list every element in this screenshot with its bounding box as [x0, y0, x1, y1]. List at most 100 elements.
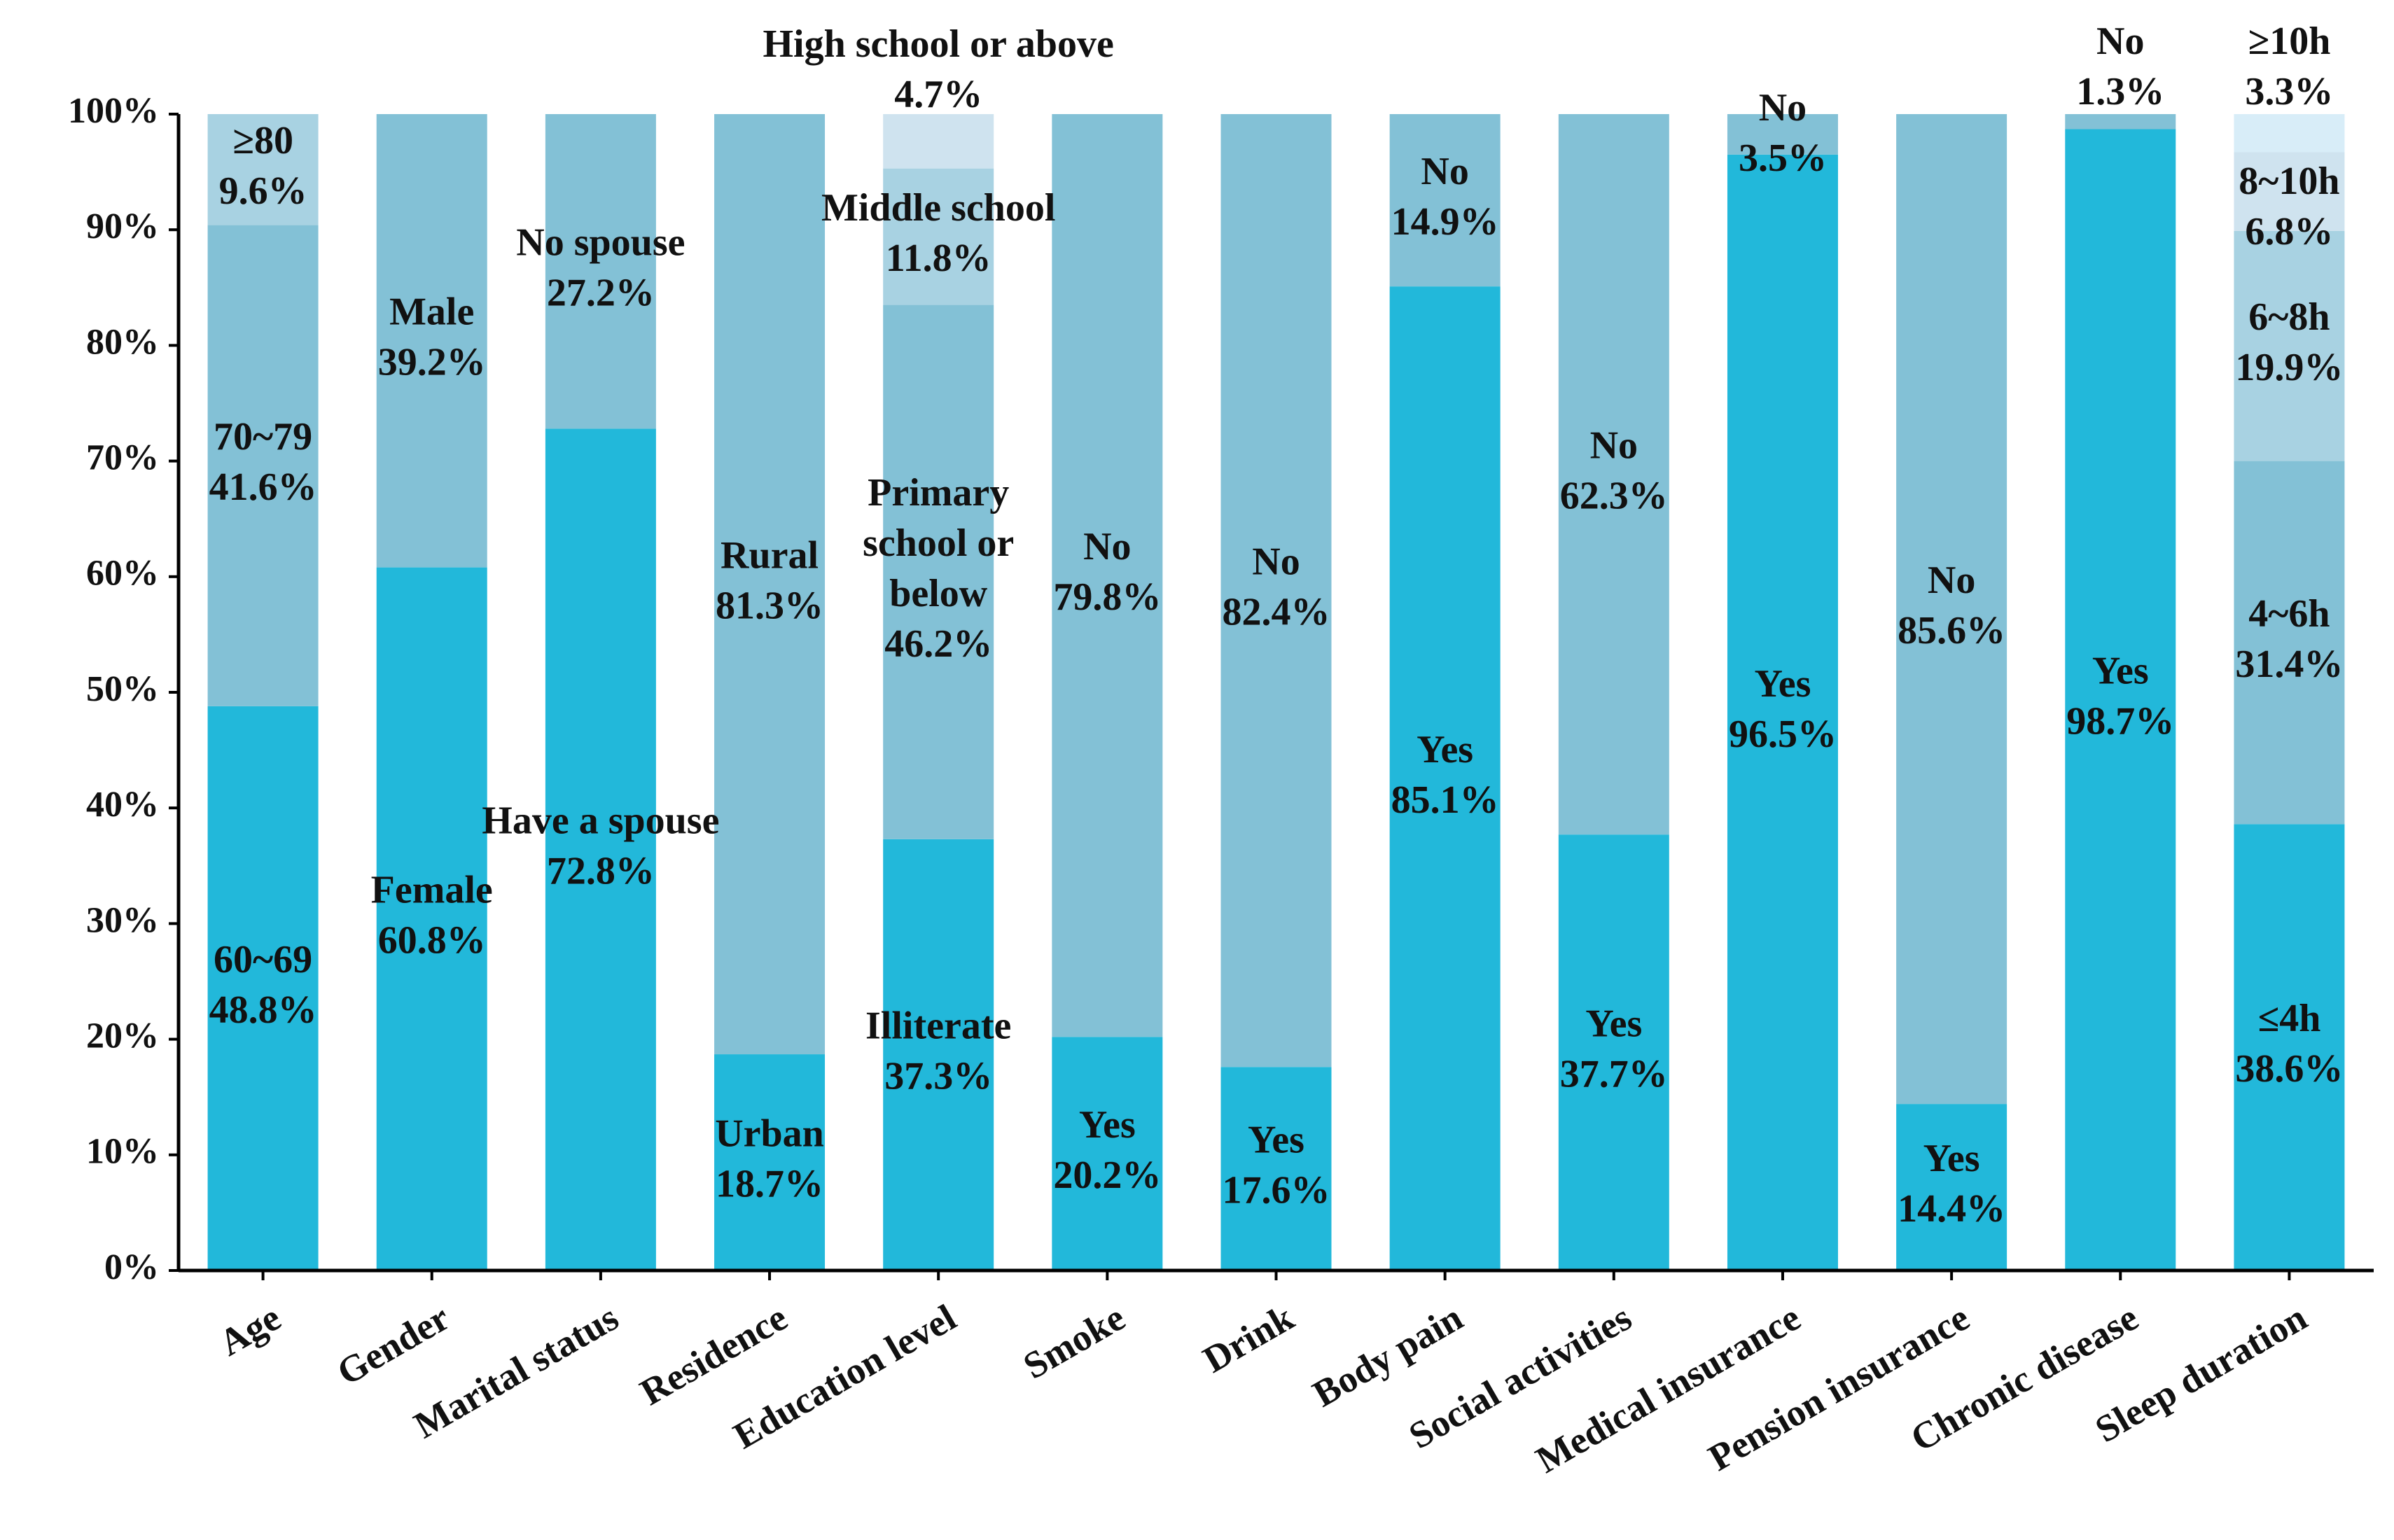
- bar-segment-smoke-no: [1052, 114, 1163, 1037]
- segment-label-drink-yes: Yes 17.6%: [1223, 1118, 1330, 1212]
- bar-segment-sleep-duration-6-8h: [2234, 230, 2345, 461]
- bar-segment-sleep-duration-4-6h: [2234, 461, 2345, 825]
- bar-segment-residence-rural: [714, 114, 826, 1055]
- segment-label-pension-insurance-no-line: 85.6%: [1898, 609, 2005, 652]
- segment-label-education-level-high-school-or-above: High school or above: [763, 22, 1113, 66]
- bar-segment-marital-status-no-spouse: [545, 114, 656, 429]
- bar-segment-age-70-79: [207, 225, 319, 706]
- segment-label-education-level-middle-school-line: Middle school: [821, 186, 1055, 230]
- segment-label-social-activities-yes-line: 37.7%: [1560, 1052, 1668, 1096]
- bar-segment-gender-male: [376, 114, 487, 568]
- segment-label-smoke-yes-line: 20.2%: [1053, 1154, 1161, 1197]
- segment-label-sleep-duration-10h-line: ≥10h: [2248, 20, 2330, 63]
- segment-labels-layer: 60~69 48.8% 70~79 41.6% ≥80 9.6% Female 60.8% Ma…: [209, 20, 2344, 1231]
- segment-label-gender-male-line: Male: [389, 290, 474, 334]
- bar-segment-drink-yes: [1220, 1067, 1332, 1270]
- segment-label-marital-status-no-spouse-line: No spouse: [516, 221, 685, 265]
- y-tick-label-0: 0%: [104, 1247, 159, 1287]
- segment-label-education-level-illiterate-line: 37.3%: [884, 1055, 992, 1098]
- segment-label-chronic-disease-yes-line: Yes: [2092, 650, 2149, 693]
- bar-segment-medical-insurance-no: [1727, 114, 1838, 155]
- segment-label-sleep-duration-4-6h: 4~6h 31.4%: [2235, 592, 2343, 686]
- y-tick-label-80: 80%: [86, 322, 159, 362]
- y-tick-label-30: 30%: [86, 900, 159, 940]
- segment-label-sleep-duration-8-10h-line: 8~10h: [2239, 160, 2339, 203]
- segment-label-marital-status-have-a-spouse-line: Have a spouse: [482, 799, 719, 843]
- segment-label-education-level-primary-school-or-below-line: Primary: [868, 471, 1009, 514]
- bar-segment-residence-urban: [714, 1054, 826, 1270]
- segment-label-social-activities-no-line: No: [1590, 424, 1638, 467]
- segment-label-sleep-duration-6-8h: 6~8h 19.9%: [2235, 295, 2343, 389]
- segment-label-gender-female-line: 60.8%: [378, 919, 486, 962]
- bar-segment-education-level-primary-school-or-below: [883, 304, 994, 839]
- bar-segment-sleep-duration-4h: [2234, 824, 2345, 1270]
- y-tick-label-40: 40%: [86, 785, 159, 825]
- bar-segment-body-pain-yes: [1389, 286, 1501, 1271]
- segment-label-chronic-disease-yes: Yes 98.7%: [2066, 650, 2174, 743]
- segment-label-body-pain-yes-line: Yes: [1417, 728, 1473, 771]
- segment-label-sleep-duration-4h: ≤4h 38.6%: [2235, 997, 2343, 1091]
- bar-segment-education-level-illiterate: [883, 839, 994, 1270]
- segment-label-medical-insurance-no-line: 3.5%: [1739, 136, 1827, 180]
- y-tick-label-50: 50%: [86, 669, 159, 709]
- segment-label-residence-urban-line: Urban: [715, 1112, 824, 1155]
- segment-label-medical-insurance-no: No 3.5%: [1739, 86, 1827, 180]
- y-tick-label-100: 100%: [68, 91, 159, 131]
- segment-label-education-level-primary-school-or-below: Primary school or below 46.2%: [863, 471, 1014, 666]
- segment-label-marital-status-have-a-spouse-line: 72.8%: [547, 850, 655, 893]
- segment-label-social-activities-no: No 62.3%: [1560, 424, 1668, 517]
- segment-label-sleep-duration-4h-line: 38.6%: [2235, 1047, 2343, 1091]
- segment-label-chronic-disease-yes-line: 98.7%: [2066, 700, 2174, 743]
- segment-label-pension-insurance-yes: Yes 14.4%: [1898, 1137, 2005, 1231]
- y-tick-label-60: 60%: [86, 554, 159, 594]
- segment-label-residence-rural-line: 81.3%: [716, 584, 823, 627]
- segment-label-age-60-69-line: 48.8%: [209, 988, 317, 1032]
- segment-label-smoke-yes-line: Yes: [1079, 1103, 1136, 1147]
- segment-label-sleep-duration-10h-line: 3.3%: [2245, 70, 2333, 113]
- segment-label-sleep-duration-4-6h-line: 31.4%: [2235, 643, 2343, 686]
- segment-label-age-80: ≥80 9.6%: [219, 119, 307, 213]
- bar-segment-marital-status-have-a-spouse: [545, 428, 656, 1270]
- segment-label-body-pain-no-line: No: [1421, 150, 1468, 193]
- segment-label-age-60-69-line: 60~69: [214, 938, 312, 981]
- segment-label-drink-no-line: 82.4%: [1223, 590, 1330, 634]
- segment-label-age-80-line: 9.6%: [219, 169, 307, 213]
- bar-segment-body-pain-no: [1389, 114, 1501, 287]
- segment-label-residence-urban-line: 18.7%: [716, 1162, 823, 1205]
- segment-label-education-level-high-school-or-above-line: High school or above: [763, 22, 1113, 66]
- segment-label-chronic-disease-no-line: 1.3%: [2076, 70, 2164, 113]
- segment-label-chronic-disease-no: No 1.3%: [2076, 20, 2164, 113]
- segment-label-drink-yes-line: Yes: [1248, 1118, 1304, 1161]
- segment-label-pension-insurance-no-line: No: [1928, 559, 1975, 602]
- segment-label-gender-male-line: 39.2%: [378, 341, 486, 384]
- segment-label-marital-status-no-spouse: No spouse 27.2%: [516, 221, 685, 315]
- segment-label-marital-status-no-spouse-line: 27.2%: [547, 272, 655, 315]
- y-tick-label-10: 10%: [86, 1132, 159, 1172]
- y-tick-label-70: 70%: [86, 438, 159, 478]
- segment-label-body-pain-yes: Yes 85.1%: [1391, 728, 1499, 822]
- segment-label-sleep-duration-6-8h-line: 6~8h: [2248, 295, 2330, 339]
- segment-label-sleep-duration-6-8h-line: 19.9%: [2235, 346, 2343, 389]
- bar-segment-sleep-duration-8-10h: [2234, 152, 2345, 231]
- bar-segment-pension-insurance-no: [1896, 114, 2007, 1105]
- bar-segment-sleep-duration-10h: [2234, 114, 2345, 153]
- segment-label-education-level-primary-school-or-below-line: below: [889, 572, 988, 615]
- segment-label-smoke-yes: Yes 20.2%: [1053, 1103, 1161, 1197]
- bar-segment-smoke-yes: [1052, 1037, 1163, 1270]
- segment-label-body-pain-no: No 14.9%: [1391, 150, 1499, 244]
- segment-label-age-60-69: 60~69 48.8%: [209, 938, 317, 1032]
- segment-label-medical-insurance-no-line: No: [1759, 86, 1807, 130]
- segment-label-age-70-79: 70~79 41.6%: [209, 415, 317, 509]
- segment-label-social-activities-no-line: 62.3%: [1560, 474, 1668, 517]
- segment-label-education-level-high-school-or-above-pct-line: 4.7%: [894, 73, 982, 116]
- segment-label-medical-insurance-yes-line: 96.5%: [1729, 713, 1837, 756]
- segment-label-education-level-high-school-or-above-pct: 4.7%: [894, 73, 982, 116]
- segment-label-medical-insurance-yes: Yes 96.5%: [1729, 662, 1837, 756]
- y-tick-label-20: 20%: [86, 1016, 159, 1056]
- bar-segment-education-level-high-school-or-above: [883, 114, 994, 169]
- segment-label-sleep-duration-8-10h: 8~10h 6.8%: [2239, 160, 2339, 253]
- segment-label-sleep-duration-4h-line: ≤4h: [2257, 997, 2320, 1040]
- segment-label-pension-insurance-yes-line: Yes: [1923, 1137, 1980, 1180]
- bar-segment-pension-insurance-yes: [1896, 1104, 2007, 1270]
- segment-label-social-activities-yes-line: Yes: [1585, 1002, 1642, 1045]
